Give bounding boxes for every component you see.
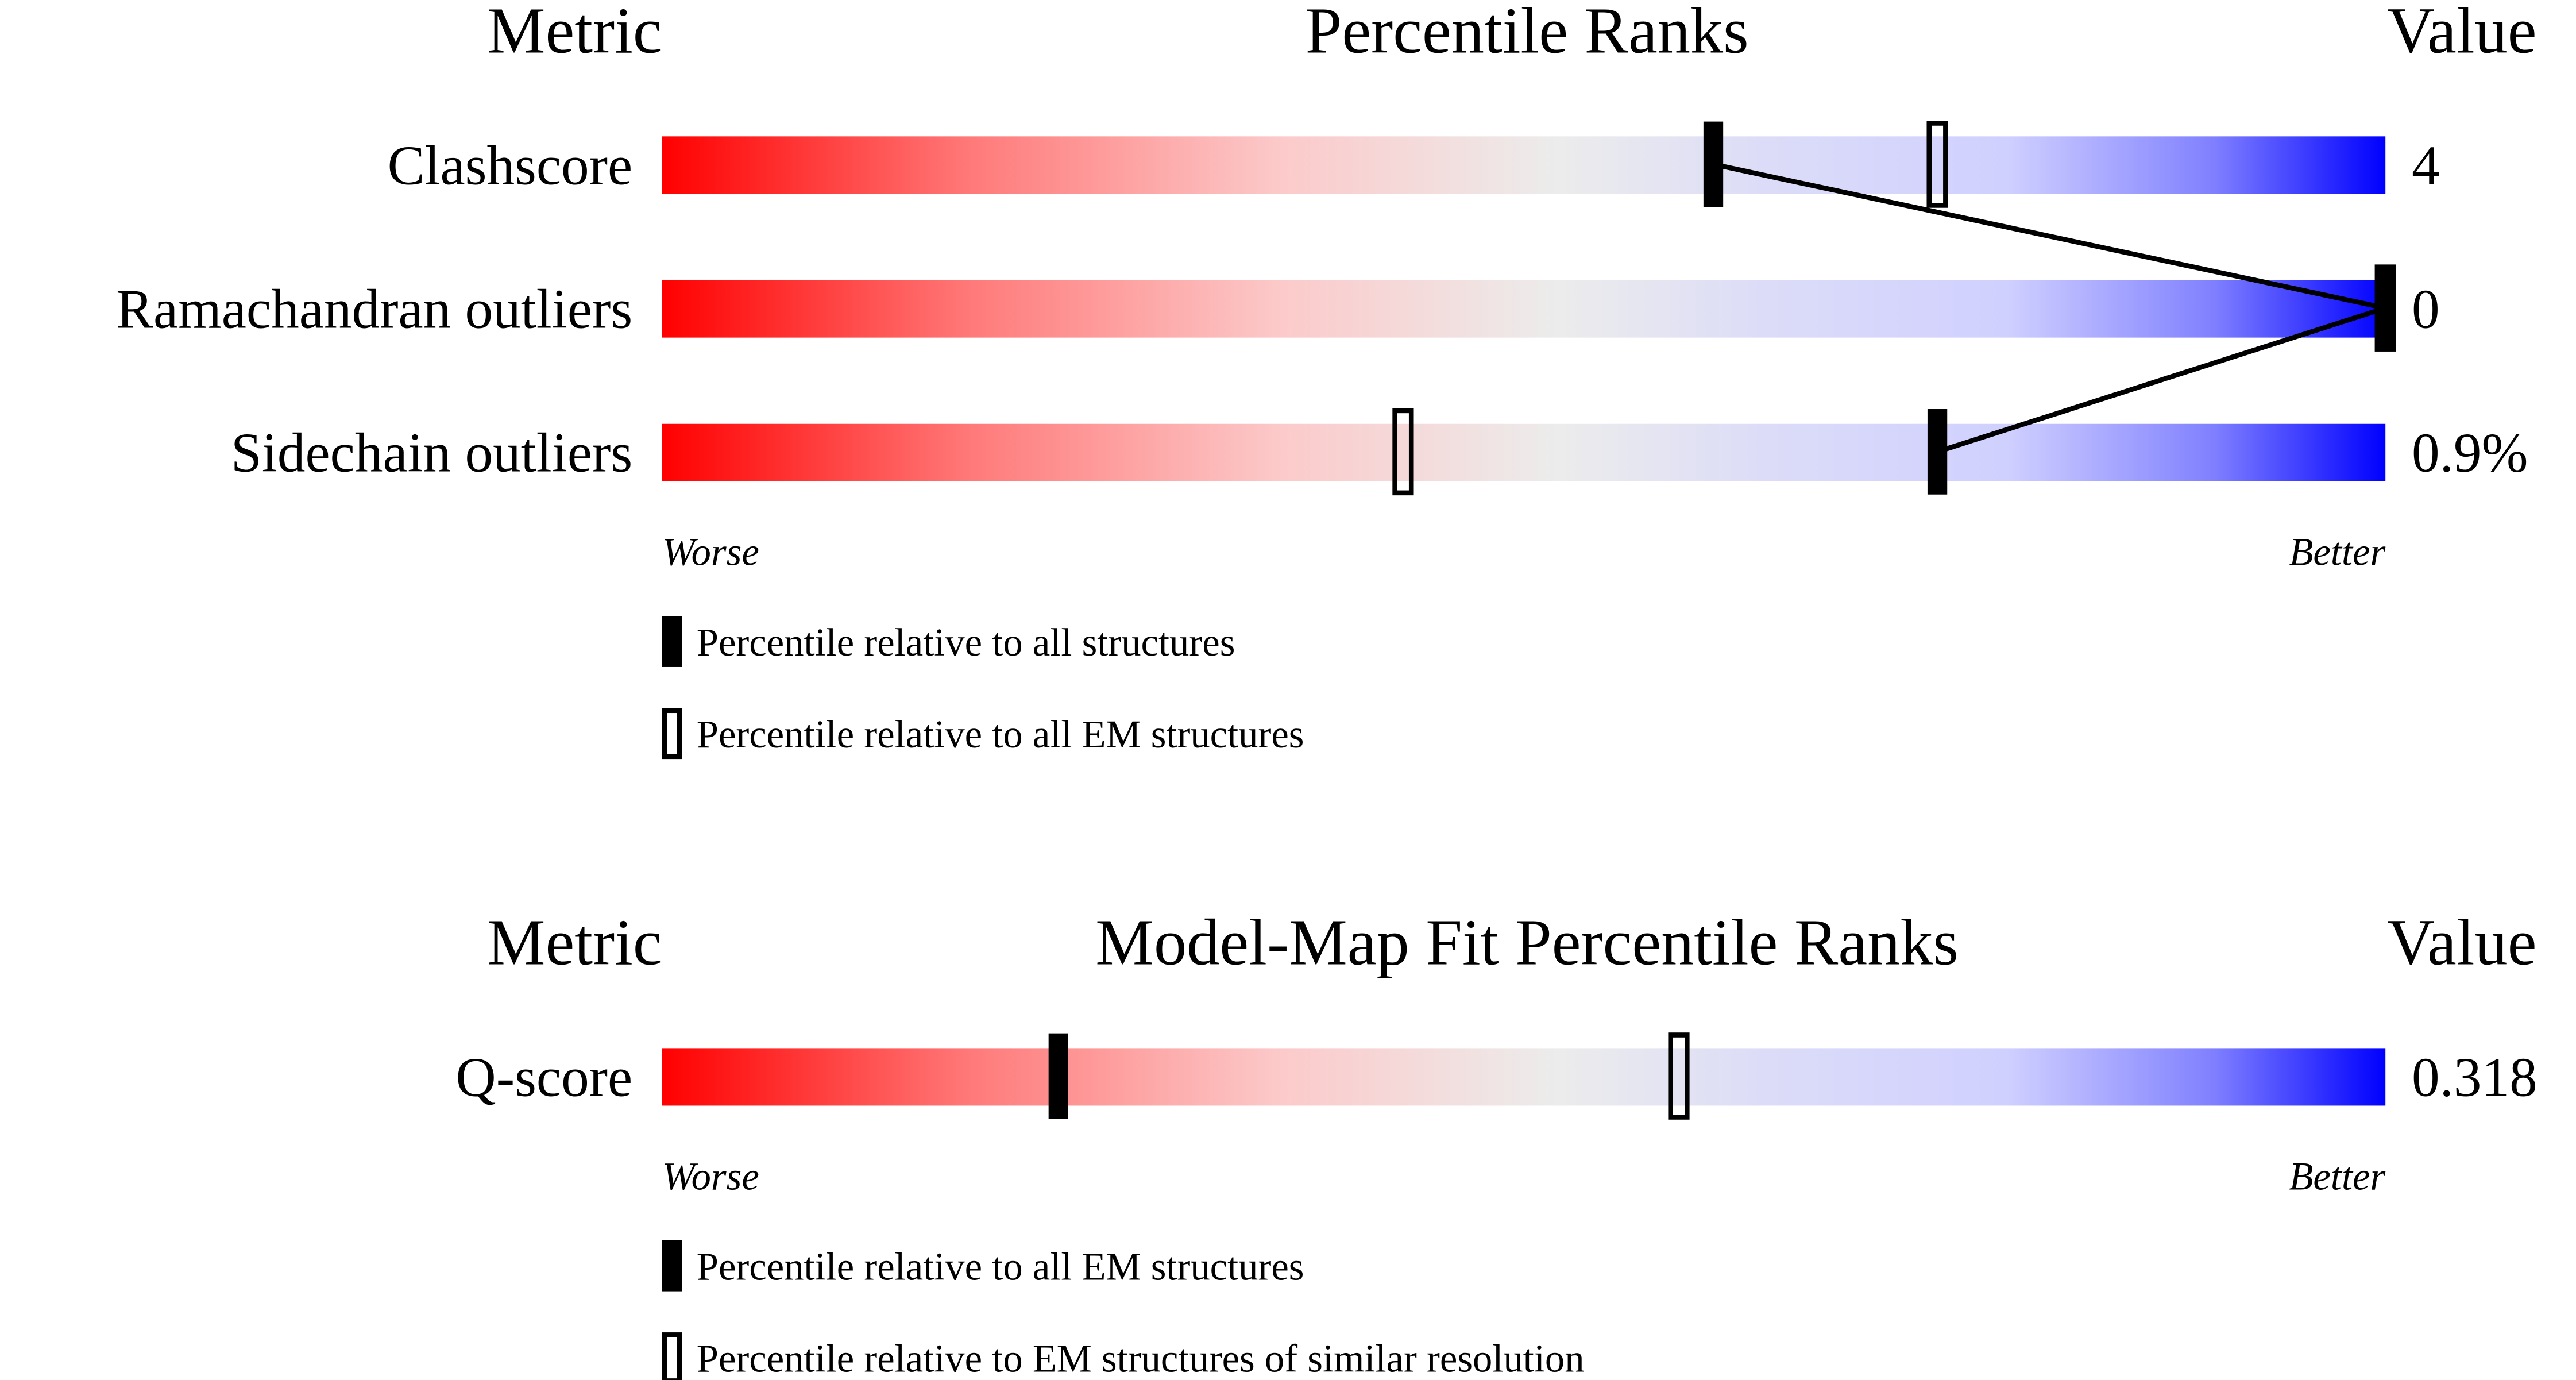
metric-label: Clashscore [388, 134, 633, 196]
panel-title: Percentile Ranks [1306, 0, 1749, 67]
percentile-marker-filled [1927, 409, 1948, 495]
better-label: Better [2289, 530, 2385, 574]
percentile-marker-filled [1048, 1033, 1068, 1119]
metric-label: Ramachandran outliers [116, 278, 632, 340]
worse-label: Worse [662, 530, 759, 574]
legend-label: Percentile relative to all EM structures [697, 1245, 1304, 1289]
value-header: Value [2387, 906, 2536, 979]
metric-value: 0.318 [2412, 1046, 2538, 1108]
metric-value: 4 [2412, 134, 2440, 196]
legend-marker-filled [662, 616, 682, 667]
percentile-marker-filled [1703, 121, 1724, 207]
metric-header: Metric [487, 0, 662, 67]
legend-marker-open [662, 708, 682, 760]
percentile-bar [662, 136, 2386, 194]
panel-title: Model-Map Fit Percentile Ranks [1095, 906, 1959, 979]
legend-label: Percentile relative to all structures [697, 620, 1235, 664]
value-header: Value [2387, 0, 2536, 67]
legend-label: Percentile relative to EM structures of … [697, 1337, 1585, 1380]
metric-value: 0.9% [2412, 422, 2528, 484]
worse-label: Worse [662, 1154, 759, 1198]
metric-label: Sidechain outliers [231, 422, 632, 484]
percentile-bar [662, 423, 2386, 481]
legend-marker-open [662, 1332, 682, 1380]
percentile-marker-filled [2376, 265, 2396, 351]
better-label: Better [2289, 1154, 2385, 1198]
metric-header: Metric [487, 906, 662, 979]
legend-marker-filled [662, 1240, 682, 1292]
metric-value: 0 [2412, 278, 2440, 340]
legend-label: Percentile relative to all EM structures [697, 712, 1304, 756]
percentile-marker-open [1926, 121, 1948, 208]
percentile-marker-open [1392, 408, 1414, 496]
percentile-bar [662, 1048, 2386, 1106]
percentile-marker-open [1668, 1032, 1690, 1120]
metric-label: Q-score [455, 1046, 632, 1108]
percentile-bar [662, 280, 2386, 338]
